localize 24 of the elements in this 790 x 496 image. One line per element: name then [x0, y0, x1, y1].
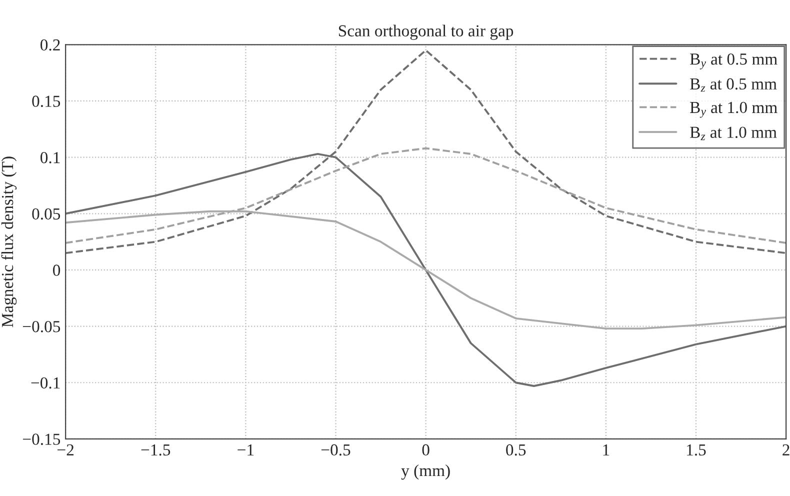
- y-tick-label: −0.05: [22, 320, 60, 332]
- legend-label: B$_{y}$ at 0.5 mm: [690, 53, 778, 70]
- x-tick-label: 0.5: [506, 444, 526, 456]
- y-tick-label: 0.1: [40, 152, 60, 164]
- legend-label: B$_{y}$ at 1.0 mm: [690, 102, 778, 118]
- y-tick-label: 0.05: [32, 208, 60, 220]
- x-tick-label: −2: [58, 444, 74, 456]
- legend-label: B$_{z}$ at 1.0 mm: [690, 126, 777, 140]
- x-tick-label: −1: [238, 444, 254, 456]
- x-tick-label: 1: [603, 444, 610, 456]
- y-tick-label: 0.2: [40, 39, 60, 51]
- x-tick-label: 2: [782, 444, 790, 456]
- x-axis-title: y (mm): [401, 464, 450, 480]
- x-tick-label: −1.5: [141, 444, 170, 456]
- x-tick-label: 1.5: [687, 444, 706, 456]
- x-tick-label: 0: [422, 444, 430, 456]
- y-tick-label: 0.15: [32, 96, 60, 107]
- y-axis-title: Magnetic flux density (T): [1, 156, 17, 328]
- y-tick-label: 0: [53, 264, 60, 276]
- legend-label: B$_{z}$ at 0.5 mm: [690, 78, 777, 92]
- y-tick-label: −0.1: [31, 377, 60, 389]
- chart-title: Scan orthogonal to air gap: [338, 24, 514, 40]
- x-tick-label: −0.5: [321, 444, 350, 456]
- y-tick-label: −0.15: [22, 434, 60, 445]
